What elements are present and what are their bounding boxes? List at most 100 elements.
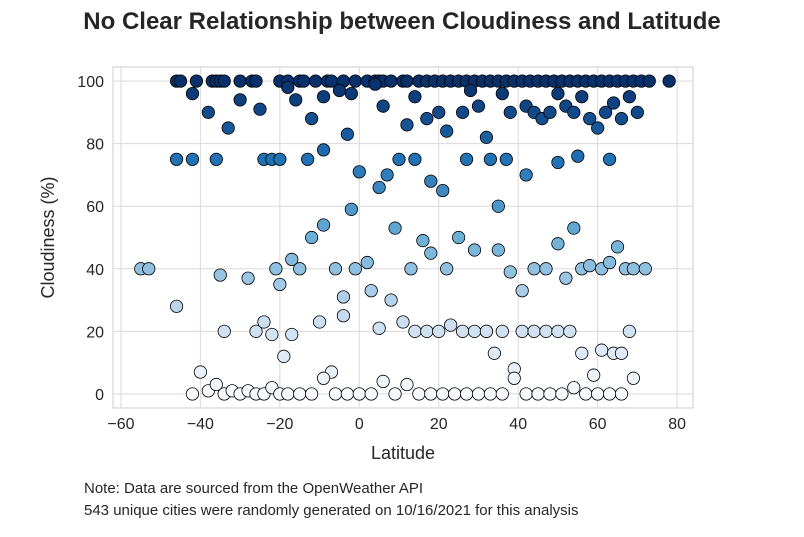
data-point bbox=[380, 168, 394, 182]
data-point bbox=[471, 387, 486, 401]
data-point bbox=[273, 277, 287, 292]
data-point bbox=[189, 74, 204, 88]
data-point bbox=[265, 327, 279, 342]
data-point bbox=[193, 365, 207, 379]
data-point bbox=[622, 324, 637, 338]
data-point bbox=[241, 271, 255, 285]
data-point bbox=[495, 324, 509, 338]
y-tick-label: 80 bbox=[86, 137, 104, 154]
data-point bbox=[539, 262, 553, 276]
data-point bbox=[142, 262, 156, 276]
data-point bbox=[328, 262, 343, 276]
y-tick-label: 40 bbox=[86, 262, 104, 279]
data-point bbox=[221, 121, 235, 135]
data-point bbox=[455, 324, 470, 338]
data-point bbox=[559, 271, 573, 285]
data-point bbox=[519, 168, 533, 182]
x-axis-label: Latitude bbox=[371, 443, 435, 463]
data-point bbox=[233, 93, 247, 107]
x-tick-label: 40 bbox=[509, 416, 527, 433]
data-point bbox=[364, 387, 378, 401]
data-points bbox=[134, 74, 676, 401]
data-point bbox=[420, 112, 434, 126]
data-point bbox=[408, 324, 422, 338]
data-point bbox=[479, 324, 494, 338]
data-point bbox=[467, 324, 482, 338]
data-point bbox=[491, 199, 505, 213]
data-point bbox=[360, 255, 374, 270]
data-point bbox=[551, 237, 565, 251]
data-point bbox=[312, 315, 327, 329]
data-point bbox=[507, 371, 521, 385]
data-point bbox=[531, 387, 545, 401]
data-point bbox=[483, 387, 497, 401]
data-point bbox=[412, 387, 426, 401]
data-point bbox=[602, 152, 617, 166]
data-point bbox=[459, 387, 474, 401]
data-point bbox=[404, 262, 418, 276]
data-point bbox=[344, 202, 358, 216]
data-point bbox=[440, 262, 454, 276]
data-point bbox=[173, 74, 188, 88]
data-point bbox=[301, 152, 315, 166]
data-point bbox=[424, 246, 438, 260]
data-point bbox=[591, 387, 605, 401]
data-point bbox=[344, 86, 358, 101]
x-tick-label: 80 bbox=[668, 416, 686, 433]
data-point bbox=[213, 268, 227, 282]
data-point bbox=[555, 387, 569, 401]
data-point bbox=[487, 346, 501, 360]
data-point bbox=[583, 259, 597, 273]
x-tick-label: 20 bbox=[430, 416, 448, 433]
data-point bbox=[388, 387, 402, 401]
data-point bbox=[328, 387, 343, 401]
data-point bbox=[575, 346, 589, 360]
data-point bbox=[400, 118, 414, 132]
data-point bbox=[579, 387, 593, 401]
data-point bbox=[316, 90, 331, 104]
tick-labels: −60 −40 −20 0 20 40 60 80 0 20 40 60 80 100 bbox=[77, 74, 686, 433]
data-point bbox=[519, 387, 533, 401]
y-tick-label: 100 bbox=[77, 74, 104, 91]
data-point bbox=[515, 284, 529, 298]
data-point bbox=[551, 155, 565, 170]
x-tick-label: −40 bbox=[187, 416, 214, 433]
data-point bbox=[217, 324, 231, 338]
x-tick-label: −60 bbox=[107, 416, 134, 433]
data-point bbox=[626, 371, 641, 385]
data-point bbox=[396, 315, 410, 329]
data-point bbox=[459, 152, 474, 166]
data-point bbox=[289, 93, 303, 107]
data-point bbox=[336, 290, 351, 304]
data-point bbox=[463, 83, 478, 98]
data-point bbox=[495, 387, 509, 401]
data-point bbox=[217, 74, 231, 88]
data-point bbox=[527, 262, 541, 276]
data-point bbox=[285, 327, 299, 342]
data-point bbox=[626, 262, 641, 276]
data-point bbox=[352, 387, 366, 401]
data-point bbox=[602, 255, 617, 270]
generation-note: 543 unique cities were randomly generate… bbox=[84, 502, 579, 519]
data-point bbox=[293, 262, 307, 276]
data-point bbox=[491, 243, 505, 257]
data-point bbox=[416, 234, 430, 248]
data-point bbox=[527, 324, 541, 338]
data-point bbox=[400, 74, 414, 88]
data-point bbox=[662, 74, 676, 88]
data-point bbox=[436, 183, 450, 198]
data-point bbox=[591, 121, 605, 135]
data-point bbox=[384, 293, 398, 307]
data-point bbox=[503, 265, 517, 279]
data-point bbox=[543, 105, 557, 119]
data-point bbox=[420, 324, 434, 338]
data-point bbox=[209, 152, 223, 166]
data-point bbox=[503, 105, 517, 119]
data-point bbox=[169, 152, 184, 166]
data-point bbox=[233, 74, 247, 88]
data-point bbox=[583, 112, 597, 126]
data-point bbox=[269, 262, 283, 276]
data-point bbox=[587, 368, 601, 382]
x-tick-label: −20 bbox=[266, 416, 293, 433]
